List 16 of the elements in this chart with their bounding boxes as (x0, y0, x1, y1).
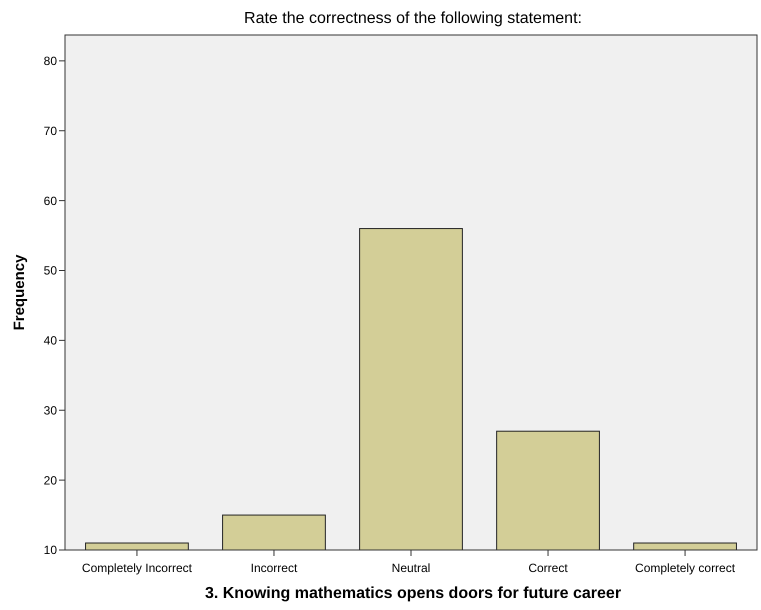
y-tick-label: 70 (44, 124, 58, 138)
y-tick-label: 30 (44, 403, 58, 418)
y-tick-label: 40 (44, 334, 58, 348)
y-tick-label: 80 (44, 54, 58, 68)
y-tick-label: 60 (44, 194, 58, 208)
y-axis-title: Frequency (11, 254, 28, 330)
x-tick-label: Completely correct (635, 561, 736, 575)
x-tick-label: Correct (528, 561, 568, 575)
x-axis-title: 3. Knowing mathematics opens doors for future career (204, 585, 622, 602)
y-tick-label: 20 (44, 473, 58, 488)
x-tick-label: Neutral (392, 561, 430, 575)
x-tick-label: Completely Incorrect (82, 561, 193, 575)
y-tick-label: 50 (44, 264, 58, 278)
y-tick-label: 10 (44, 543, 58, 558)
chart-title: Rate the correctness of the following statement: (244, 10, 582, 27)
x-tick-label: Incorrect (250, 561, 298, 575)
